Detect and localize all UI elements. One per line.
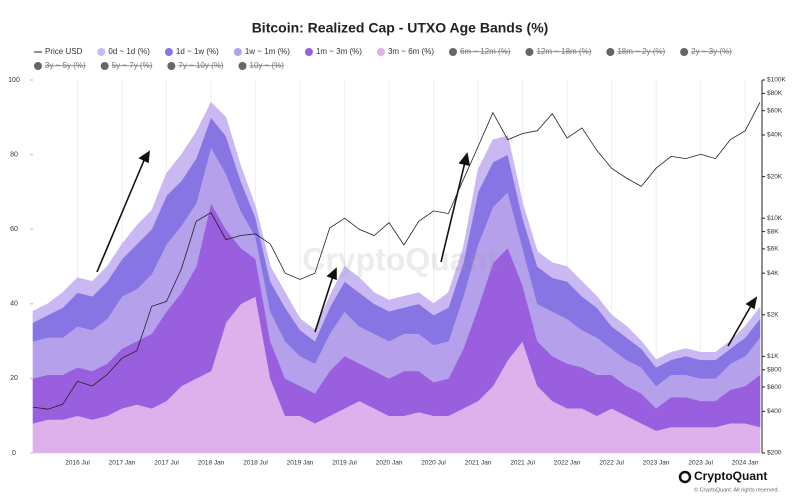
legend-item: 3y ~ 5y (%) — [34, 61, 86, 70]
y2-tick-label: $6K — [767, 246, 779, 253]
x-tick-label: 2016 Jul — [65, 460, 90, 467]
x-tick-label: 2023 Jul — [688, 460, 713, 467]
x-tick-label: 2021 Jan — [465, 460, 492, 467]
legend-item: 10y ~ (%) — [238, 61, 285, 70]
copyright: © CryptoQuant. All rights reserved. — [694, 486, 780, 493]
brand-logo: CryptoQuant © CryptoQuant. All rights re… — [678, 469, 780, 493]
arrows — [96, 150, 758, 347]
arrow-head — [745, 296, 758, 310]
x-tick-label: 2017 Jan — [109, 460, 136, 467]
y2-tick-label: $400 — [767, 408, 782, 415]
arrow — [96, 157, 146, 273]
legend-label: 3y ~ 5y (%) — [45, 61, 86, 70]
arrow-head — [326, 267, 337, 281]
x-tick-label: 2018 Jul — [243, 460, 268, 467]
y-tick-label: 80 — [10, 151, 18, 158]
x-tick-label: 2022 Jan — [554, 460, 581, 467]
legend-item: 3m ~ 6m (%) — [376, 47, 434, 56]
logo-icon — [678, 470, 692, 484]
y2-tick-label: $8K — [767, 228, 779, 235]
legend-swatch — [606, 48, 615, 56]
legend-item: 2y ~ 3y (%) — [680, 47, 732, 56]
price-line — [32, 102, 761, 410]
x-tick-label: 2023 Jan — [643, 460, 670, 467]
y2-tick-label: $1K — [767, 353, 779, 360]
y-tick-label: 100 — [8, 77, 20, 84]
chart-title: Bitcoin: Realized Cap - UTXO Age Bands (… — [252, 20, 549, 36]
legend-swatch — [376, 48, 385, 56]
legend-label: 2y ~ 3y (%) — [691, 47, 732, 56]
y2-tick-label: $40K — [767, 132, 783, 139]
legend-item: 1w ~ 1m (%) — [233, 47, 290, 56]
legend-swatch — [304, 48, 313, 56]
arrow — [314, 275, 334, 333]
legend-swatch — [448, 48, 457, 56]
x-tick-label: 2019 Jul — [332, 460, 357, 467]
legend-item: Price USD — [34, 47, 83, 56]
arrow-head — [138, 150, 150, 164]
y2-tick-label: $2K — [767, 312, 779, 319]
legend-item: 18m ~ 2y (%) — [606, 47, 665, 56]
legend-label: 10y ~ (%) — [250, 61, 285, 70]
y2-tick-label: $80K — [767, 90, 783, 97]
legend-swatch — [167, 62, 176, 70]
legend-swatch — [97, 48, 106, 56]
legend-item: 6m ~ 12m (%) — [448, 47, 511, 56]
legend-label: 5y ~ 7y (%) — [112, 61, 153, 70]
legend-item: 12m ~ 18m (%) — [525, 47, 592, 56]
legend-label: 18m ~ 2y (%) — [617, 47, 665, 56]
legend: Price USD 0d ~ 1d (%) 1d ~ 1w (%) 1w ~ 1m (… — [34, 47, 732, 70]
arrow — [727, 303, 753, 347]
y-tick-label: 60 — [10, 226, 18, 233]
y2-tick-label: $10K — [767, 215, 783, 222]
x-tick-label: 2020 Jul — [421, 460, 446, 467]
x-tick-label: 2022 Jul — [599, 460, 624, 467]
legend-label: Price USD — [45, 47, 83, 56]
legend-swatch — [34, 62, 42, 70]
legend-label: 7y ~ 10y (%) — [178, 61, 223, 70]
x-tick-label: 2024 Jan — [732, 460, 759, 467]
legend-swatch — [680, 48, 689, 56]
legend-item: 0d ~ 1d (%) — [97, 47, 150, 56]
x-tick-label: 2019 Jan — [287, 460, 314, 467]
legend-swatch — [233, 48, 242, 56]
legend-label: 1w ~ 1m (%) — [245, 47, 290, 56]
area — [32, 101, 761, 368]
legend-label: 3m ~ 6m (%) — [388, 47, 434, 56]
legend-swatch — [164, 48, 173, 56]
y2-tick-label: $4K — [767, 270, 779, 277]
y-tick-label: 20 — [10, 375, 18, 382]
legend-label: 0d ~ 1d (%) — [108, 47, 150, 56]
y2-tick-label: $800 — [767, 367, 782, 374]
brand-name: CryptoQuant — [694, 469, 767, 483]
legend-label: 1m ~ 3m (%) — [316, 47, 362, 56]
legend-swatch — [525, 48, 534, 56]
legend-swatch — [238, 62, 247, 70]
y2-tick-label: $20K — [767, 173, 783, 180]
legend-item: 1d ~ 1w (%) — [164, 47, 219, 56]
y2-tick-label: $600 — [767, 384, 782, 391]
x-tick-label: 2020 Jan — [376, 460, 403, 467]
x-tick-label: 2018 Jan — [198, 460, 225, 467]
legend-item: 5y ~ 7y (%) — [100, 61, 153, 70]
y2-tick-label: $100K — [767, 77, 786, 84]
y2-tick-label: $200 — [767, 450, 782, 457]
legend-label: 12m ~ 18m (%) — [536, 47, 591, 56]
x-tick-label: 2021 Jul — [510, 460, 535, 467]
y-tick-label: 40 — [10, 301, 18, 308]
legend-swatch — [100, 62, 109, 70]
arrow-head — [458, 152, 471, 167]
y2-tick-label: $60K — [767, 107, 783, 114]
legend-item: 7y ~ 10y (%) — [167, 61, 224, 70]
legend-label: 1d ~ 1w (%) — [176, 47, 219, 56]
x-tick-label: 2017 Jul — [154, 460, 179, 467]
plot-area: 2016 Jul 2017 Jan 2017 Jul 2018 Jan 2018 Jul… — [8, 77, 786, 467]
legend-label: 6m ~ 12m (%) — [460, 47, 511, 56]
legend-item: 1m ~ 3m (%) — [304, 47, 362, 56]
y-tick-label: 0 — [12, 450, 16, 457]
arrow — [440, 161, 466, 263]
